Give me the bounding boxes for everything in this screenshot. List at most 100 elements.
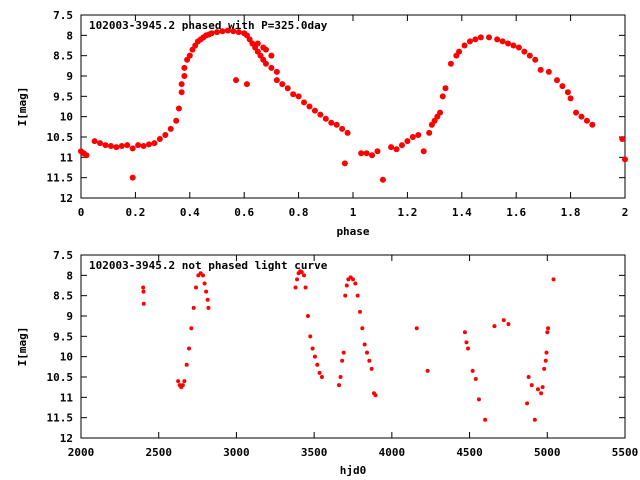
data-point	[619, 136, 626, 143]
data-point	[529, 383, 534, 388]
data-point	[262, 46, 269, 53]
data-point	[175, 105, 182, 112]
data-point	[456, 48, 463, 55]
data-point	[535, 387, 540, 392]
data-point	[135, 142, 142, 149]
data-point	[501, 318, 506, 323]
data-point	[140, 142, 147, 149]
y-tick-label: 10	[60, 111, 73, 124]
data-point	[230, 28, 237, 35]
data-point	[379, 176, 386, 183]
data-point	[367, 358, 372, 363]
data-point	[532, 417, 537, 422]
x-tick-label: 5500	[612, 446, 639, 459]
x-axis-label: phase	[336, 225, 369, 238]
data-point	[470, 368, 475, 373]
data-point	[344, 129, 351, 136]
data-point	[388, 144, 395, 151]
data-point	[205, 297, 210, 302]
data-point	[91, 138, 98, 145]
data-point	[477, 34, 484, 41]
data-point	[189, 326, 194, 331]
data-point	[545, 330, 550, 335]
data-point	[483, 417, 488, 422]
data-point	[542, 366, 547, 371]
plot-title: 102003-3945.2 not phased light curve	[89, 259, 328, 272]
y-tick-label: 10	[60, 351, 73, 364]
data-point	[102, 142, 109, 149]
data-point	[173, 117, 180, 124]
data-point	[492, 324, 497, 329]
data-point	[486, 34, 492, 41]
data-point	[315, 362, 320, 367]
data-point	[532, 56, 539, 63]
plot-frame	[80, 254, 626, 439]
x-tick-label: 0.2	[125, 206, 145, 219]
data-point	[363, 150, 370, 157]
data-point	[124, 142, 131, 149]
y-tick-label: 9.5	[53, 330, 73, 343]
y-tick-label: 8.5	[53, 50, 73, 63]
data-point	[537, 66, 544, 73]
data-point	[543, 358, 548, 363]
data-point	[525, 401, 530, 406]
y-tick-label: 10.5	[47, 131, 74, 144]
data-point	[545, 68, 552, 75]
data-point	[583, 117, 590, 124]
data-point	[113, 144, 120, 151]
data-point	[341, 160, 348, 167]
y-tick-label: 7.5	[53, 249, 73, 262]
y-tick-label: 11	[60, 391, 74, 404]
data-point	[333, 121, 340, 128]
data-point	[554, 77, 560, 84]
data-point	[353, 281, 358, 286]
data-point	[369, 152, 376, 159]
data-point	[515, 44, 522, 51]
data-point	[521, 48, 528, 55]
data-point	[544, 350, 549, 355]
y-tick-label: 11.5	[47, 172, 74, 185]
data-point	[447, 60, 454, 67]
data-point	[319, 375, 324, 379]
data-point	[358, 150, 365, 157]
data-point	[219, 28, 226, 35]
data-point	[178, 89, 185, 96]
data-point	[420, 148, 427, 155]
data-point	[578, 113, 585, 120]
data-point	[201, 273, 206, 278]
data-point	[290, 91, 297, 98]
x-tick-label: 1.4	[452, 206, 472, 219]
data-point	[337, 383, 342, 388]
data-point	[567, 95, 574, 102]
data-point	[180, 383, 185, 388]
data-point	[118, 142, 125, 149]
x-tick-label: 1.8	[561, 206, 581, 219]
y-tick-label: 9	[66, 310, 73, 323]
y-tick-label: 9.5	[53, 90, 73, 103]
data-point	[176, 379, 181, 384]
y-tick-label: 7.5	[53, 9, 73, 22]
x-tick-label: 0.6	[234, 206, 254, 219]
data-point	[295, 93, 302, 100]
data-point	[302, 273, 307, 278]
data-point	[473, 377, 478, 382]
data-point	[146, 141, 152, 148]
data-point	[494, 36, 501, 43]
data-point	[187, 346, 192, 351]
data-point	[360, 326, 365, 331]
data-point	[425, 368, 430, 373]
data-point	[151, 140, 158, 147]
data-point	[224, 27, 231, 34]
data-point	[341, 350, 346, 355]
data-point	[539, 391, 544, 396]
x-tick-label: 0.4	[180, 206, 200, 219]
x-tick-label: 2	[622, 206, 629, 219]
data-point	[268, 52, 275, 59]
data-point	[293, 285, 298, 290]
data-point	[546, 326, 551, 331]
x-tick-label: 1	[350, 206, 357, 219]
data-point	[398, 142, 405, 149]
data-point	[317, 370, 322, 375]
data-point	[202, 281, 207, 286]
